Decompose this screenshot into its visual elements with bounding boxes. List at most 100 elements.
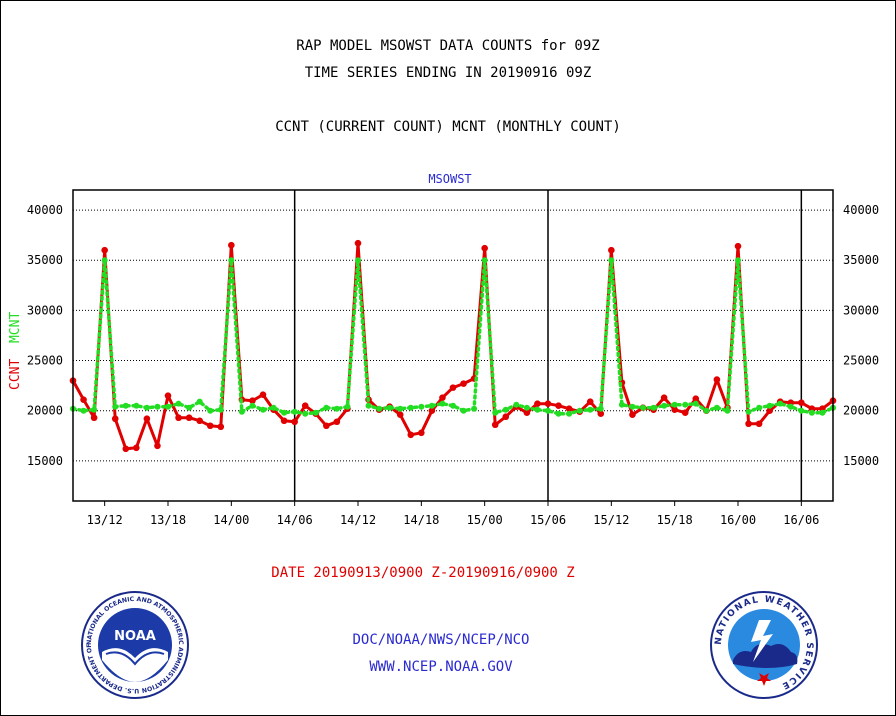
point-ccnt xyxy=(597,410,605,418)
noaa-logo-icon: NATIONAL OCEANIC AND ATMOSPHERIC ADMINIS… xyxy=(80,590,189,699)
point-ccnt xyxy=(660,394,668,401)
point-mcnt xyxy=(207,407,214,414)
point-mcnt xyxy=(460,407,467,414)
point-ccnt xyxy=(555,402,562,409)
point-mcnt xyxy=(618,401,625,408)
y-tick-label-left: 40000 xyxy=(27,203,63,217)
point-mcnt xyxy=(175,400,182,407)
point-ccnt xyxy=(259,391,267,398)
point-ccnt xyxy=(692,395,700,402)
point-ccnt xyxy=(323,422,330,430)
point-mcnt xyxy=(713,404,720,411)
y-tick-label-left: 30000 xyxy=(27,303,63,317)
y-tick-label-right: 35000 xyxy=(843,253,879,267)
point-mcnt xyxy=(576,407,583,414)
point-mcnt xyxy=(365,402,372,409)
point-mcnt xyxy=(745,408,752,415)
point-mcnt xyxy=(270,404,277,411)
point-mcnt xyxy=(756,404,763,411)
point-mcnt xyxy=(376,405,383,412)
point-mcnt xyxy=(101,257,108,264)
point-ccnt xyxy=(629,411,636,419)
point-mcnt xyxy=(450,402,456,409)
point-mcnt xyxy=(333,405,340,412)
point-mcnt xyxy=(428,402,435,409)
point-mcnt xyxy=(629,403,636,410)
point-mcnt xyxy=(122,402,129,409)
point-ccnt xyxy=(586,398,594,405)
point-ccnt xyxy=(196,417,203,425)
point-mcnt xyxy=(798,407,805,414)
point-mcnt xyxy=(471,405,478,412)
point-ccnt xyxy=(122,445,130,453)
point-mcnt xyxy=(133,402,140,409)
point-mcnt xyxy=(112,403,119,410)
point-ccnt xyxy=(228,241,235,249)
point-mcnt xyxy=(640,404,646,411)
point-ccnt xyxy=(143,415,151,423)
plot-title: MSOWST xyxy=(428,172,472,186)
y-tick-label-right: 30000 xyxy=(843,303,879,317)
point-ccnt xyxy=(333,418,341,426)
point-mcnt xyxy=(808,409,815,416)
point-ccnt xyxy=(249,397,256,404)
point-ccnt xyxy=(502,413,510,421)
point-ccnt xyxy=(449,384,457,391)
point-ccnt xyxy=(90,414,98,422)
point-ccnt xyxy=(428,407,436,415)
point-ccnt xyxy=(534,400,541,407)
point-mcnt xyxy=(523,404,530,411)
point-ccnt xyxy=(544,400,552,407)
point-mcnt xyxy=(502,406,509,413)
y-tick-label-left: 15000 xyxy=(27,454,63,468)
noaa-logo-text: NOAA xyxy=(114,629,156,644)
point-mcnt xyxy=(777,400,784,407)
org-label: DOC/NOAA/NWS/NCEP/NCO xyxy=(352,632,530,648)
point-ccnt xyxy=(418,429,425,437)
y-tick-label-left: 25000 xyxy=(27,354,63,368)
point-ccnt xyxy=(713,376,721,383)
point-mcnt xyxy=(80,407,87,414)
y-tick-label-right: 25000 xyxy=(843,354,879,368)
point-ccnt xyxy=(766,407,773,415)
point-ccnt xyxy=(164,392,172,399)
point-mcnt xyxy=(407,404,414,411)
point-ccnt xyxy=(407,431,415,439)
point-ccnt xyxy=(111,415,119,423)
point-mcnt xyxy=(492,409,499,416)
x-tick-label: 15/18 xyxy=(657,513,693,527)
x-tick-label: 15/12 xyxy=(593,513,629,527)
point-mcnt xyxy=(217,406,224,413)
point-ccnt xyxy=(745,420,752,428)
point-mcnt xyxy=(597,405,604,412)
point-mcnt xyxy=(555,410,562,417)
point-ccnt xyxy=(280,417,288,425)
point-mcnt xyxy=(91,406,98,413)
point-ccnt xyxy=(565,405,573,413)
point-mcnt xyxy=(165,403,171,410)
point-mcnt xyxy=(302,410,309,417)
url-link[interactable]: WWW.NCEP.NOAA.GOV xyxy=(369,659,513,675)
point-mcnt xyxy=(650,404,657,411)
point-mcnt xyxy=(260,406,266,413)
point-mcnt xyxy=(682,401,689,408)
x-tick-label: 13/18 xyxy=(150,513,186,527)
x-tick-label: 15/00 xyxy=(467,513,503,527)
point-mcnt xyxy=(545,407,551,414)
y-tick-label-right: 15000 xyxy=(843,454,879,468)
point-mcnt xyxy=(703,407,710,414)
point-mcnt xyxy=(566,410,573,417)
point-mcnt xyxy=(418,403,425,410)
point-mcnt xyxy=(787,403,794,410)
chart-title-line1: RAP MODEL MSOWST DATA COUNTS for 09Z xyxy=(296,38,600,54)
y-tick-label-right: 20000 xyxy=(843,404,879,418)
point-ccnt xyxy=(185,414,193,422)
point-ccnt xyxy=(80,396,87,403)
point-ccnt xyxy=(608,246,615,254)
point-mcnt xyxy=(587,406,594,413)
point-ccnt xyxy=(133,444,140,452)
point-ccnt xyxy=(439,394,446,401)
point-ccnt xyxy=(354,239,362,247)
x-tick-label: 14/06 xyxy=(277,513,313,527)
